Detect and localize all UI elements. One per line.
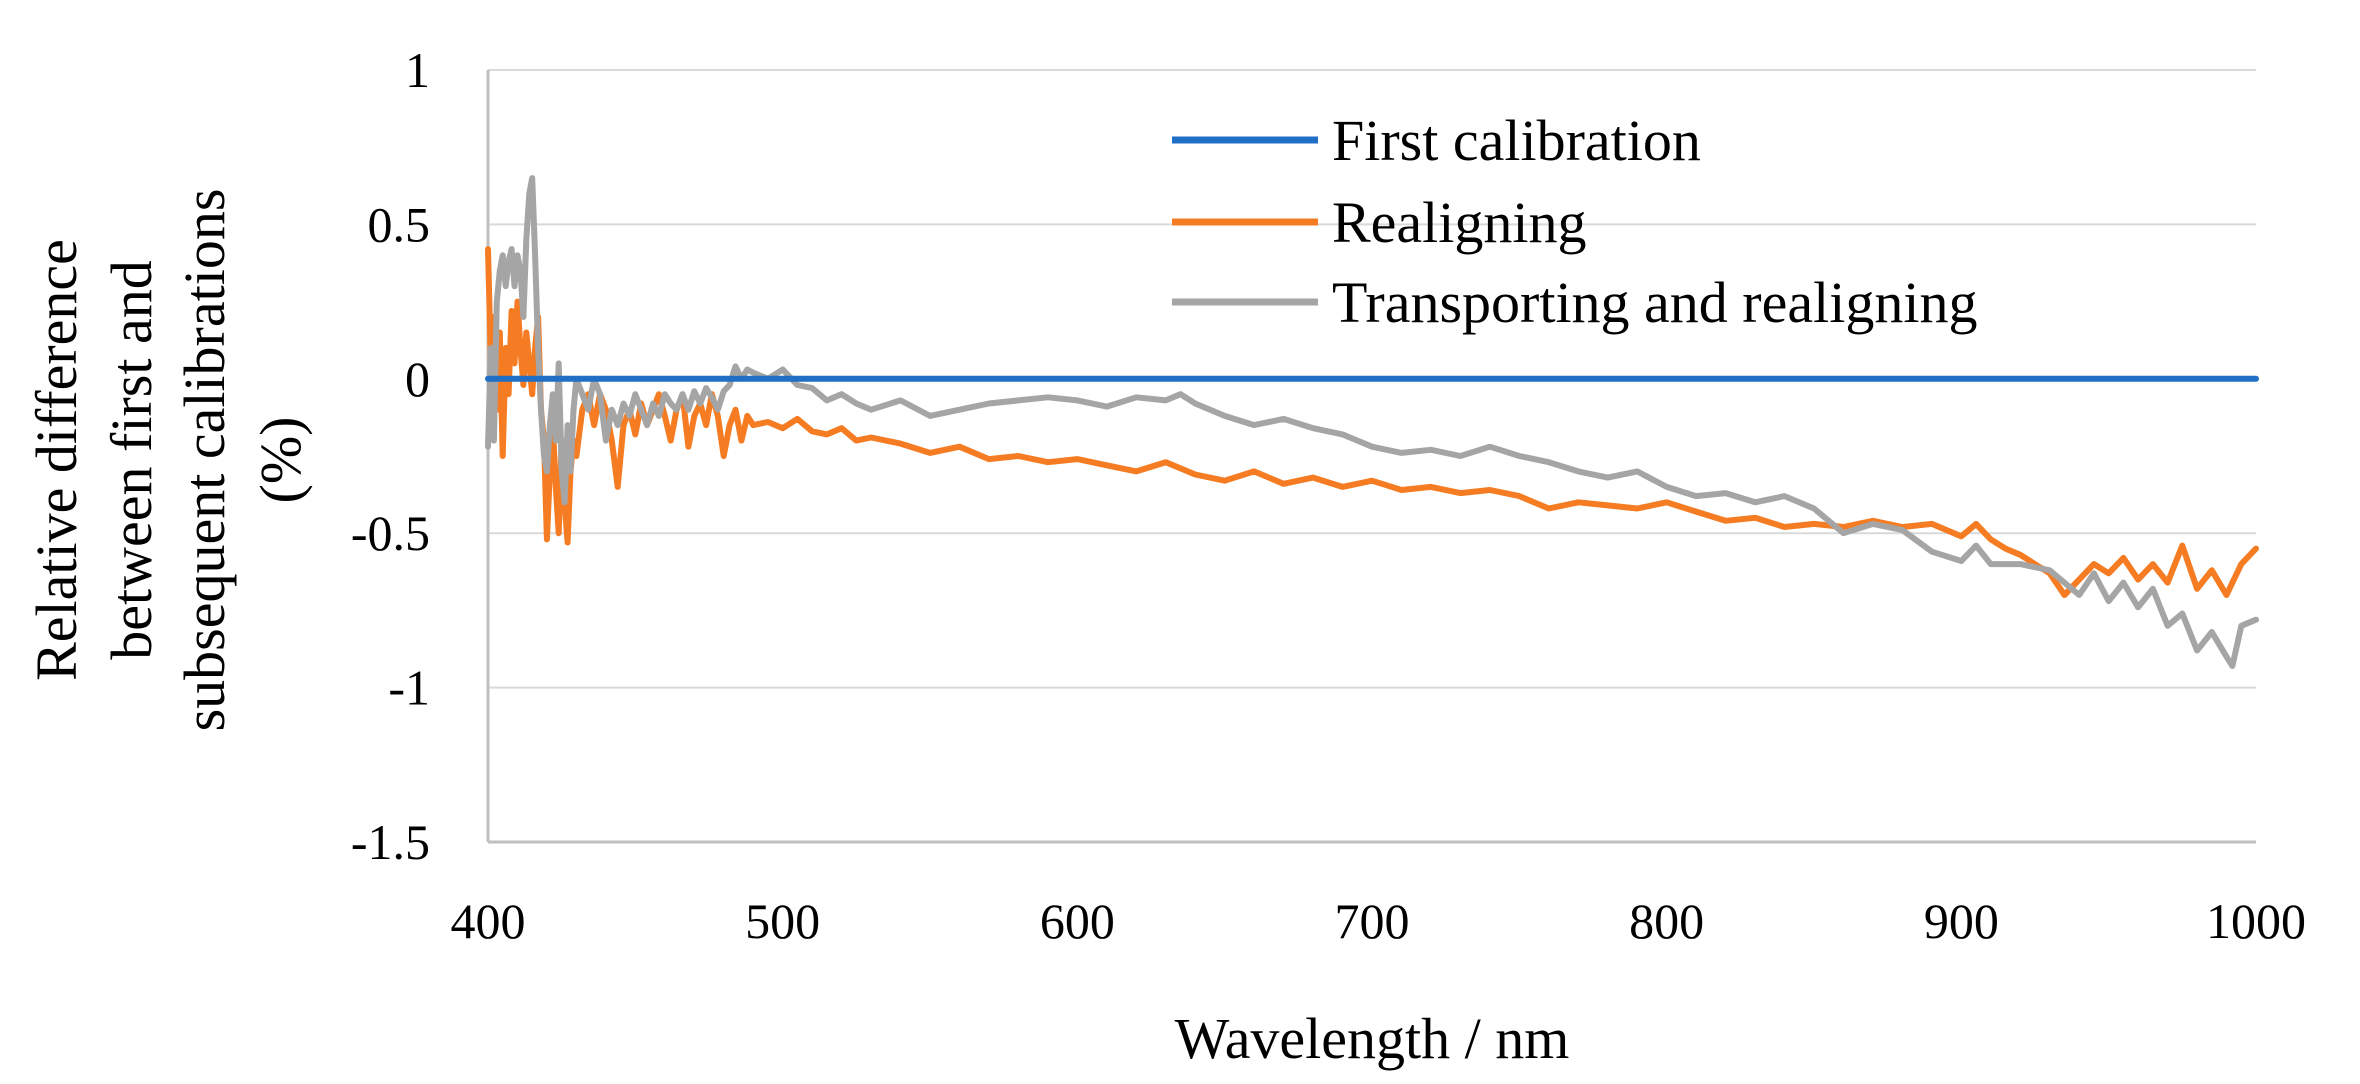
y-tick-label: 0.5 xyxy=(368,196,431,252)
y-axis-title-line-1: Relative difference xyxy=(24,239,89,681)
x-axis-title: Wavelength / nm xyxy=(1175,1006,1570,1071)
x-tick-label: 700 xyxy=(1335,893,1410,949)
y-tick-label: -0.5 xyxy=(351,505,430,561)
x-tick-label: 900 xyxy=(1924,893,1999,949)
y-axis-title: Relative difference between first and su… xyxy=(24,189,313,732)
series-lines xyxy=(485,175,2259,669)
legend-label-transporting-and-realigning: Transporting and realigning xyxy=(1332,270,1977,335)
y-axis-title-line-4: (%) xyxy=(248,417,313,504)
y-axis-title-line-3: subsequent calibrations xyxy=(172,189,237,732)
legend-label-first-calibration: First calibration xyxy=(1332,108,1701,173)
series-line-transporting-and-realigning xyxy=(485,175,2259,669)
series-line-realigning xyxy=(485,246,2259,598)
x-tick-label: 400 xyxy=(451,893,526,949)
y-tick-label: 1 xyxy=(405,42,430,98)
x-tick-label: 600 xyxy=(1040,893,1115,949)
x-tick-label: 1000 xyxy=(2206,893,2306,949)
x-tick-label: 500 xyxy=(745,893,820,949)
y-tick-label: -1 xyxy=(388,660,430,716)
y-axis-title-line-2: between first and xyxy=(99,260,164,659)
tick-labels: 1 0.5 0 -0.5 -1 -1.5 400 500 600 700 800 900 1000 xyxy=(351,42,2306,949)
y-tick-label: 0 xyxy=(405,351,430,407)
legend-label-realigning: Realigning xyxy=(1332,190,1587,255)
legend: First calibration Realigning Transportin… xyxy=(1172,108,1977,335)
y-tick-label: -1.5 xyxy=(351,814,430,870)
axes xyxy=(486,70,2256,844)
x-tick-label: 800 xyxy=(1629,893,1704,949)
